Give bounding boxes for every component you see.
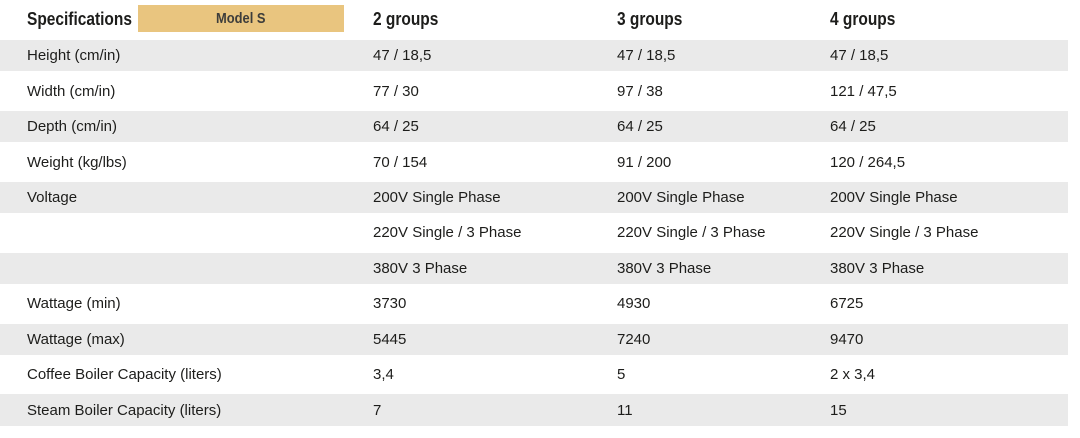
- row-value: 47 / 18,5: [617, 47, 676, 65]
- row-value: 15: [830, 401, 847, 419]
- table-row: 380V 3 Phase 380V 3 Phase 380V 3 Phase: [0, 250, 1068, 287]
- table-header-row: Specifications Model S 2 groups 3 groups…: [0, 0, 1068, 38]
- column-header-3-groups: 3 groups: [617, 8, 683, 29]
- table-row: Weight (kg/lbs) 70 / 154 91 / 200 120 / …: [0, 144, 1068, 179]
- row-value: 200V Single Phase: [373, 188, 501, 206]
- row-value: 5: [617, 366, 626, 384]
- table-row: Depth (cm/in) 64 / 25 64 / 25 64 / 25: [0, 108, 1068, 145]
- row-value: 70 / 154: [373, 153, 428, 171]
- row-value: 97 / 38: [617, 82, 663, 100]
- column-header-4-groups: 4 groups: [830, 8, 896, 29]
- row-label: Wattage (max): [27, 330, 125, 348]
- row-label: Wattage (min): [27, 295, 121, 313]
- row-value: 77 / 30: [373, 82, 419, 100]
- row-value: 64 / 25: [830, 118, 876, 136]
- row-value: 200V Single Phase: [830, 188, 958, 206]
- row-value: 47 / 18,5: [373, 47, 432, 65]
- row-value: 6725: [830, 295, 864, 313]
- row-label: Steam Boiler Capacity (liters): [27, 401, 222, 419]
- row-label: Voltage: [27, 188, 78, 206]
- row-value: 9470: [830, 330, 864, 348]
- table-row: Steam Boiler Capacity (liters) 7 11 15: [0, 392, 1068, 428]
- table-row: Coffee Boiler Capacity (liters) 3,4 5 2 …: [0, 357, 1068, 392]
- row-value: 220V Single / 3 Phase: [617, 224, 766, 242]
- table-row: Voltage 200V Single Phase 200V Single Ph…: [0, 179, 1068, 216]
- table-row: Width (cm/in) 77 / 30 97 / 38 121 / 47,5: [0, 73, 1068, 108]
- row-value: 120 / 264,5: [830, 153, 906, 171]
- row-label: Weight (kg/lbs): [27, 153, 127, 171]
- row-value: 11: [617, 401, 633, 419]
- row-value: 64 / 25: [617, 118, 663, 136]
- specifications-table: Specifications Model S 2 groups 3 groups…: [0, 0, 1068, 428]
- row-value: 220V Single / 3 Phase: [830, 224, 979, 242]
- row-value: 121 / 47,5: [830, 82, 897, 100]
- table-title: Specifications: [27, 8, 132, 29]
- row-value: 380V 3 Phase: [617, 259, 712, 277]
- row-value: 7240: [617, 330, 651, 348]
- row-value: 3,4: [373, 366, 394, 384]
- column-header-2-groups: 2 groups: [373, 8, 439, 29]
- table-row: 220V Single / 3 Phase 220V Single / 3 Ph…: [0, 215, 1068, 250]
- model-badge-label: Model S: [216, 10, 266, 27]
- model-badge: Model S: [138, 5, 344, 32]
- row-value: 7: [373, 401, 382, 419]
- row-label: Height (cm/in): [27, 47, 121, 65]
- row-label: Depth (cm/in): [27, 118, 118, 136]
- table-row: Wattage (max) 5445 7240 9470: [0, 321, 1068, 357]
- row-value: 4930: [617, 295, 651, 313]
- row-value: 380V 3 Phase: [373, 259, 468, 277]
- header-cell-specifications: Specifications Model S: [0, 0, 346, 38]
- row-value: 200V Single Phase: [617, 188, 745, 206]
- row-value: 380V 3 Phase: [830, 259, 925, 277]
- row-value: 91 / 200: [617, 153, 672, 171]
- row-value: 220V Single / 3 Phase: [373, 224, 522, 242]
- table-row: Height (cm/in) 47 / 18,5 47 / 18,5 47 / …: [0, 38, 1068, 74]
- table-body: Height (cm/in) 47 / 18,5 47 / 18,5 47 / …: [0, 38, 1068, 428]
- row-value: 2 x 3,4: [830, 366, 876, 384]
- row-value: 47 / 18,5: [830, 47, 889, 65]
- row-value: 3730: [373, 295, 407, 313]
- table-row: Wattage (min) 3730 4930 6725: [0, 286, 1068, 321]
- row-value: 64 / 25: [373, 118, 419, 136]
- row-label: Width (cm/in): [27, 82, 116, 100]
- row-label: Coffee Boiler Capacity (liters): [27, 366, 222, 384]
- row-value: 5445: [373, 330, 407, 348]
